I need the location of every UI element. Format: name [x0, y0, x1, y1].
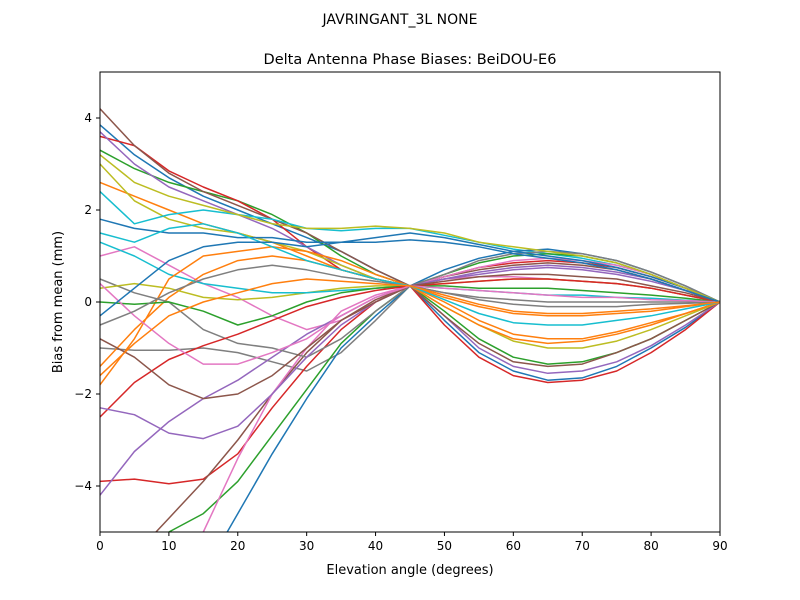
x-tick-label: 60	[506, 539, 521, 553]
x-axis-label: Elevation angle (degrees)	[326, 563, 493, 578]
x-tick-label: 70	[575, 539, 590, 553]
x-tick-label: 40	[368, 539, 383, 553]
x-tick-label: 30	[299, 539, 314, 553]
x-tick-label: 50	[437, 539, 452, 553]
x-tick-label: 20	[230, 539, 245, 553]
x-tick-label: 10	[161, 539, 176, 553]
series-line-26	[99, 283, 721, 365]
series-line-16	[202, 257, 721, 533]
series-line-20	[99, 218, 721, 303]
x-tick-label: 0	[96, 539, 104, 553]
series-line-6	[99, 246, 721, 331]
series-line-3	[99, 135, 721, 384]
series-line-30	[99, 239, 721, 317]
series-line-10	[226, 248, 721, 533]
figure-suptitle: JAVRINGANT_3L NONE	[322, 12, 478, 28]
series-line-31	[99, 278, 721, 377]
series-lines	[99, 108, 721, 533]
series-line-5	[99, 108, 721, 368]
x-tick-label: 90	[712, 539, 727, 553]
y-tick-label: 0	[84, 295, 92, 309]
y-tick-label: −4	[74, 479, 92, 493]
y-tick-label: −2	[74, 387, 92, 401]
series-line-28	[99, 154, 721, 303]
chart-title: Delta Antenna Phase Biases: BeiDOU-E6	[264, 52, 557, 68]
y-tick-label: 4	[84, 111, 92, 125]
series-line-0	[99, 124, 721, 381]
series-line-1	[99, 181, 721, 340]
x-axis-ticks: 0 10 20 30 40 50 60 70 80 90	[96, 532, 728, 553]
y-axis-label: Bias from mean (mm)	[51, 231, 66, 373]
y-tick-label: 2	[84, 203, 92, 217]
series-line-14	[99, 264, 721, 496]
x-tick-label: 80	[643, 539, 658, 553]
y-axis-ticks: −4 −2 0 2 4	[74, 111, 100, 493]
